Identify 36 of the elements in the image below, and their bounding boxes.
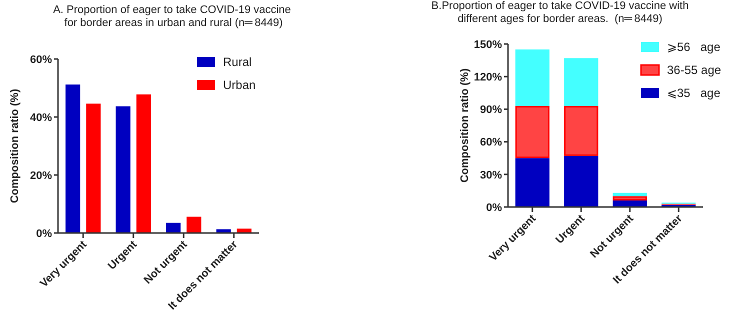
bar [612,200,647,207]
bar [216,229,231,233]
legend-label: 36-55 age [667,63,722,78]
bar [612,192,647,196]
bar [236,228,252,233]
bar [186,216,202,233]
bar [515,49,550,106]
y-tick-label: 0% [36,228,52,240]
bar [515,158,550,207]
chart-title: A. Proportion of eager to take COVID-19 vaccine for border areas in urban and rural (n═ 8449) [53,4,291,29]
bar [166,222,181,233]
bar [136,94,151,233]
y-tick-label: 30% [480,169,502,182]
y-tick-label: 40% [30,112,52,124]
legend-label: Rural [223,55,252,70]
chart-title: B.Proportion of eager to take COVID-19 vaccine with different ages for border areas. (n═ 8449) [431,0,689,25]
bar [564,156,598,207]
y-tick-label: 120% [474,71,502,84]
legend-label: ⩾56 age [667,40,721,54]
bar [612,196,647,200]
bar [66,84,80,233]
y-tick-label: 20% [30,170,52,182]
y-axis-title: Composition ratio (%) [459,68,471,183]
y-tick-label: 60% [30,54,52,66]
legend-label: ⩽35 age [667,86,721,100]
bar [86,104,101,233]
bar [515,106,550,158]
y-tick-label: 60% [480,136,502,149]
y-tick-label: 0% [486,202,502,214]
y-tick-label: 150% [474,38,502,51]
bar [564,106,598,156]
bar [564,58,598,106]
bar [116,106,130,233]
legend-label: Urban [223,78,256,92]
y-tick-label: 90% [480,104,502,116]
y-axis-title: Composition ratio (%) [9,88,21,204]
